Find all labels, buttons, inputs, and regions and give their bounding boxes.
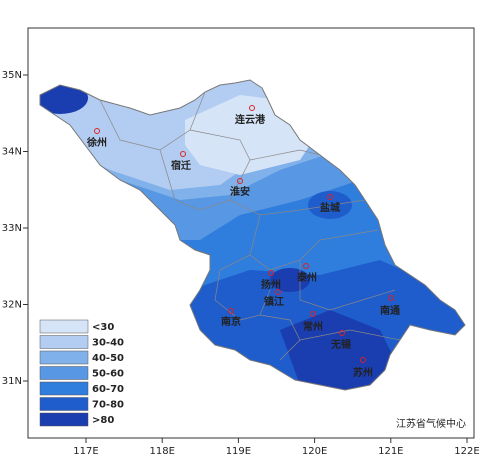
legend-swatch xyxy=(39,381,89,396)
city-label: 盐城 xyxy=(320,201,340,214)
legend-swatch xyxy=(39,350,89,365)
city-marker xyxy=(228,308,234,314)
source-label: 江苏省气候中心 xyxy=(396,417,466,430)
city-marker xyxy=(180,151,186,157)
legend-swatch xyxy=(39,335,89,349)
legend-swatch xyxy=(39,397,89,411)
legend-swatch xyxy=(39,366,89,380)
city-marker xyxy=(268,270,274,276)
city-marker xyxy=(275,289,281,295)
city-marker xyxy=(327,194,333,200)
legend-label: 40-50 xyxy=(92,353,124,364)
city-label: 南通 xyxy=(380,304,400,317)
x-tick-label: 121E xyxy=(378,446,403,457)
legend-label: >80 xyxy=(92,415,114,426)
legend-label: 50-60 xyxy=(92,369,124,380)
city-borders xyxy=(99,91,401,361)
legend-swatch xyxy=(39,412,89,427)
legend-label: 70-80 xyxy=(92,400,124,411)
legend-swatch xyxy=(39,319,89,334)
y-tick-label: 33N xyxy=(2,223,22,234)
y-tick-label: 31N xyxy=(2,376,22,387)
city-marker xyxy=(249,105,255,111)
legend-label: <30 xyxy=(92,322,114,333)
city-label: 镇江 xyxy=(264,295,284,308)
city-marker xyxy=(339,330,345,336)
legend-label: 30-40 xyxy=(92,338,124,349)
city-label: 泰州 xyxy=(296,271,317,284)
city-marker xyxy=(310,311,316,317)
city-marker xyxy=(388,295,394,301)
city-label: 扬州 xyxy=(261,278,281,291)
x-tick-label: 120E xyxy=(302,446,327,457)
city-marker xyxy=(303,263,309,269)
x-tick-label: 118E xyxy=(149,446,174,457)
city-label: 淮安 xyxy=(230,185,250,198)
y-tick-label: 35N xyxy=(2,70,22,81)
city-marker xyxy=(94,128,100,134)
city-marker xyxy=(360,357,366,363)
legend-label: 60-70 xyxy=(92,384,124,395)
x-tick-label: 122E xyxy=(454,446,479,457)
city-label: 苏州 xyxy=(353,366,373,379)
city-label: 常州 xyxy=(303,320,323,333)
y-tick-label: 32N xyxy=(2,300,22,311)
y-tick-label: 34N xyxy=(2,147,22,158)
city-label: 连云港 xyxy=(235,113,266,126)
city-label: 南京 xyxy=(221,315,241,328)
x-tick-label: 117E xyxy=(73,446,98,457)
city-label: 徐州 xyxy=(86,136,107,149)
city-label: 无锡 xyxy=(330,338,351,351)
city-marker xyxy=(237,178,243,184)
x-tick-label: 119E xyxy=(226,446,251,457)
city-label: 宿迁 xyxy=(171,159,191,172)
